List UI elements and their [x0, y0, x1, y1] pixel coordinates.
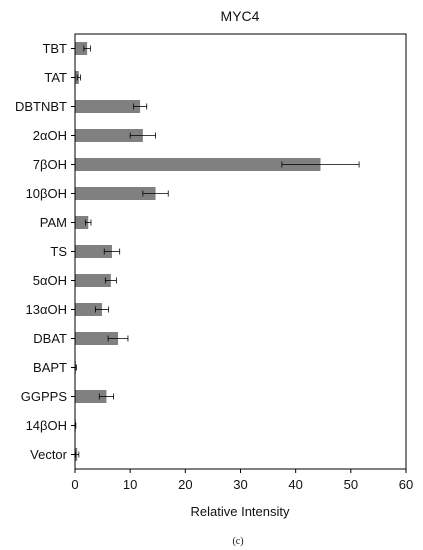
bars-group — [75, 42, 321, 461]
error-bar — [142, 190, 169, 197]
error-bar — [95, 306, 110, 313]
bar — [75, 303, 103, 316]
chart-title: MYC4 — [221, 8, 260, 24]
error-bar — [76, 74, 81, 81]
error-bar — [104, 277, 117, 284]
x-tick-label: 40 — [288, 477, 302, 492]
y-tick-label: TBT — [42, 41, 67, 56]
error-bar — [98, 393, 115, 400]
bar — [75, 100, 141, 113]
x-tick-label: 30 — [233, 477, 247, 492]
error-bar — [133, 103, 148, 110]
y-tick-label: PAM — [40, 215, 67, 230]
y-tick-label: TAT — [44, 70, 67, 85]
y-tick-label: DBAT — [33, 331, 67, 346]
error-bar — [85, 219, 92, 226]
bar — [75, 187, 156, 200]
y-tick-label: GGPPS — [21, 389, 68, 404]
y-tick-label: BAPT — [33, 360, 67, 375]
y-tick-label: 5αOH — [33, 273, 67, 288]
error-bar — [75, 451, 80, 458]
bar — [75, 245, 112, 258]
x-tick-label: 10 — [123, 477, 137, 492]
bar — [75, 332, 119, 345]
y-tick-label: 7βOH — [33, 157, 67, 172]
bar — [75, 42, 88, 55]
y-tick-label: TS — [50, 244, 67, 259]
x-axis-title: Relative Intensity — [191, 504, 290, 519]
x-tick-label: 60 — [399, 477, 413, 492]
x-tick-label: 20 — [178, 477, 192, 492]
error-bar — [107, 335, 129, 342]
y-tick-label: 10βOH — [26, 186, 67, 201]
bar — [75, 390, 107, 403]
y-tick-label: 13αOH — [26, 302, 67, 317]
x-axis-ticks: 0 10 20 30 40 50 60 — [71, 469, 413, 492]
error-bar — [281, 161, 360, 168]
bar — [75, 129, 143, 142]
figure-caption: (c) — [232, 536, 243, 547]
bar — [75, 216, 89, 229]
y-tick-label: 2αOH — [33, 128, 67, 143]
plot-area-frame — [74, 33, 407, 470]
y-tick-label: Vector — [30, 447, 68, 462]
x-tick-label: 50 — [344, 477, 358, 492]
x-tick-label: 0 — [71, 477, 78, 492]
error-bar — [103, 248, 121, 255]
y-tick-label: DBTNBT — [15, 99, 67, 114]
y-tick-labels: TBT TAT DBTNBT 2αOH 7βOH 10βOH PAM TS 5αOH 13αOH D… — [15, 41, 75, 462]
error-bar — [83, 45, 91, 52]
error-bar — [129, 132, 156, 139]
bar — [75, 158, 321, 171]
y-tick-label: 14βOH — [26, 418, 67, 433]
bar — [75, 274, 111, 287]
